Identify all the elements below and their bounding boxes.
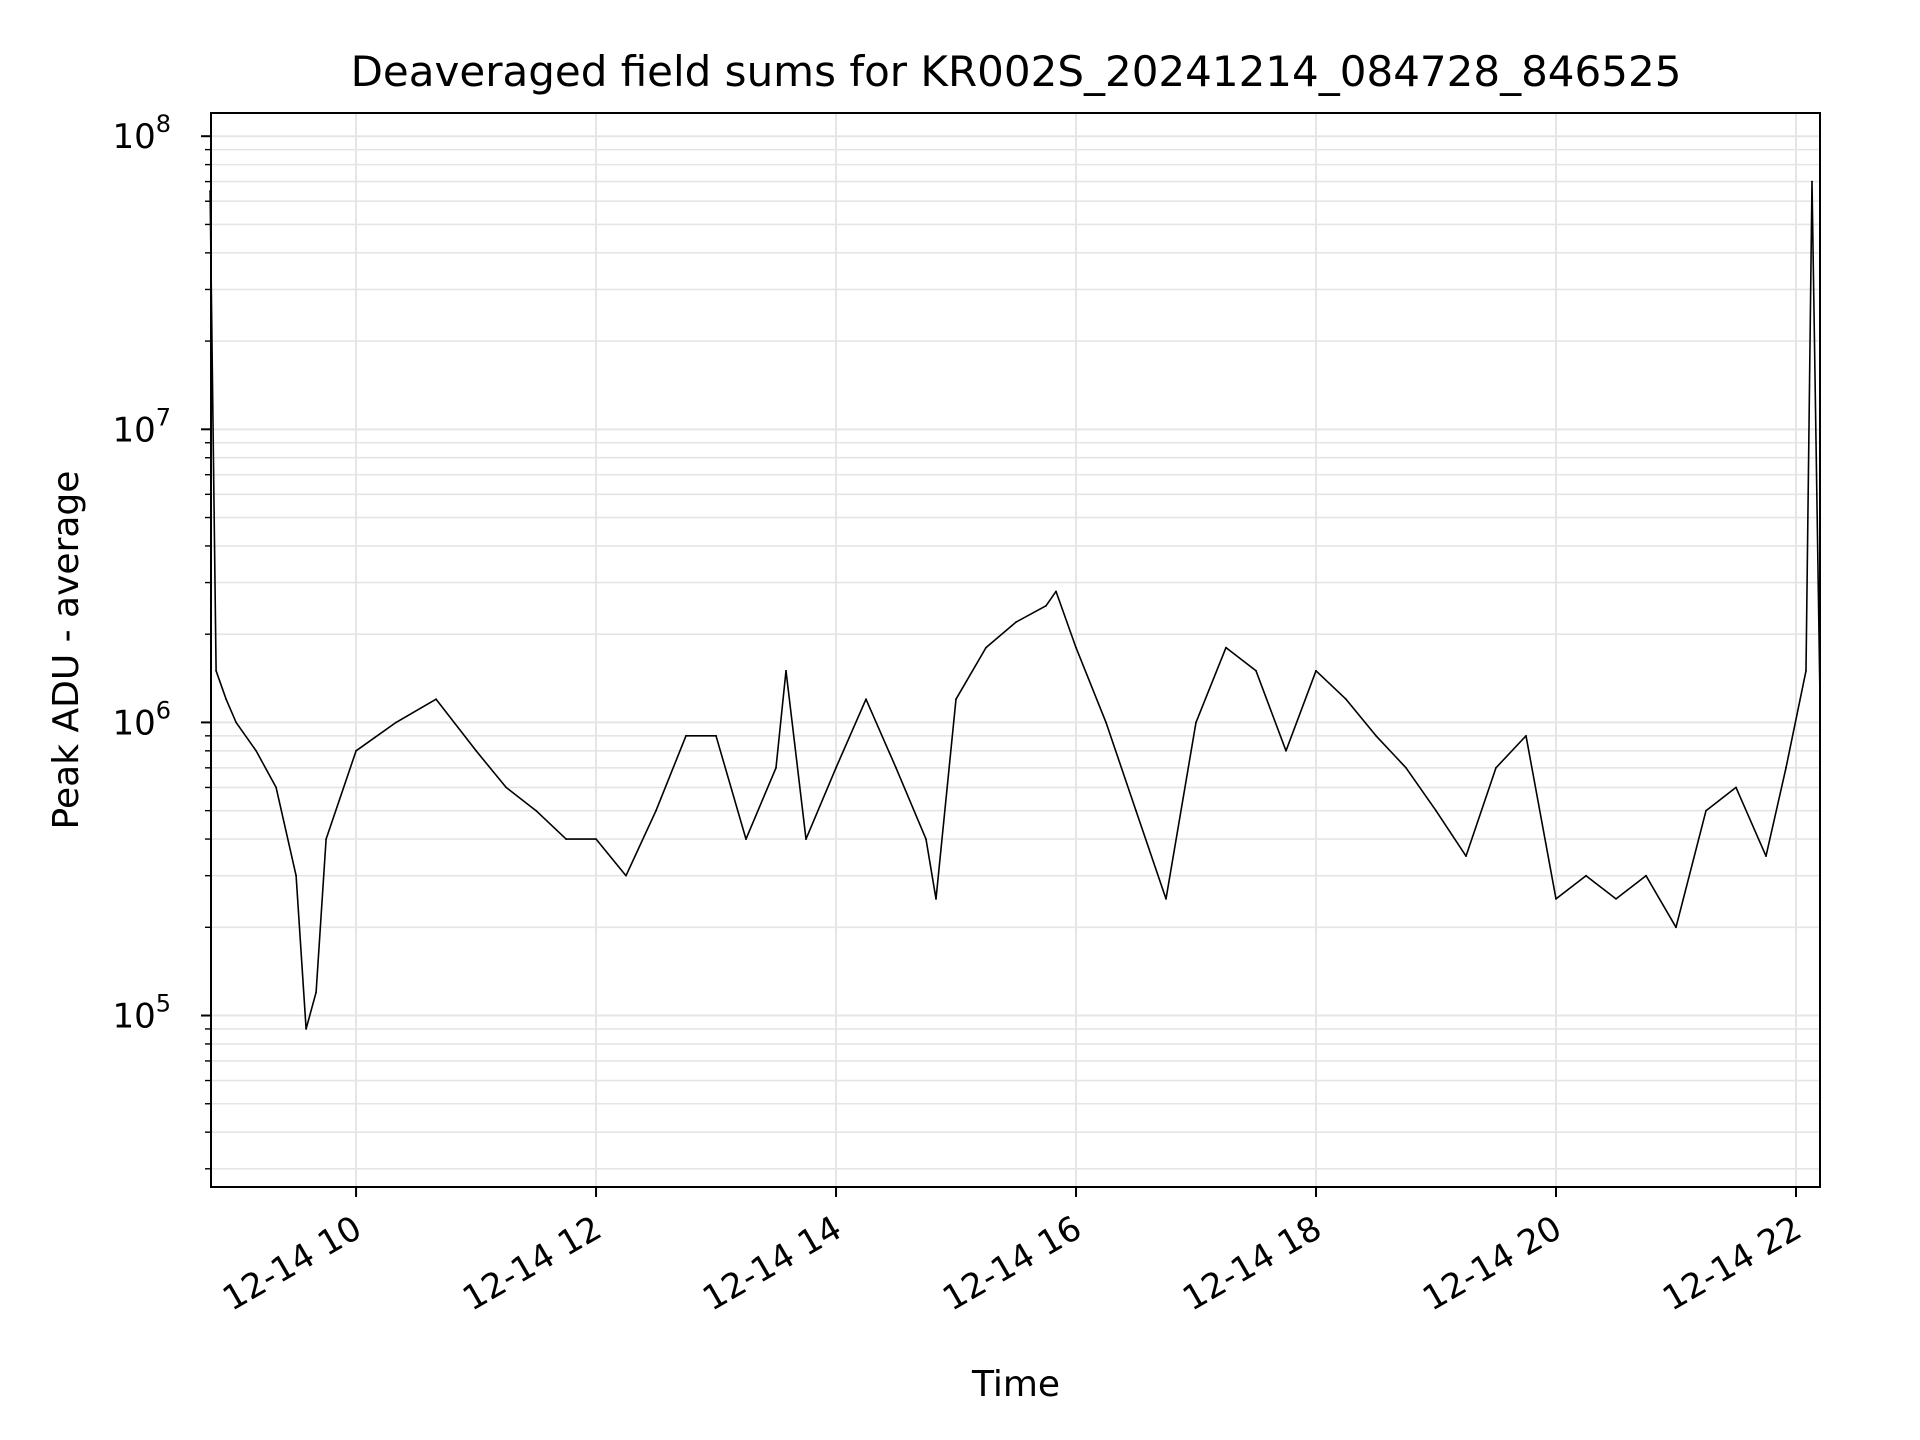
y-axis-title: Peak ADU - average [46, 471, 87, 830]
chart-title: Deaveraged field sums for KR002S_2024121… [351, 47, 1682, 96]
data-point [1345, 698, 1347, 701]
data-point [1255, 669, 1257, 672]
x-tick-label: 12-14 14 [696, 1208, 848, 1319]
x-tick-label: 12-14 22 [1656, 1208, 1808, 1319]
data-point [1105, 721, 1107, 724]
grid [211, 113, 1820, 1187]
data-point [1615, 898, 1617, 900]
x-axis: 12-14 10 12-14 12 12-14 14 12-14 16 12-14 18… [216, 1187, 1809, 1319]
data-point [1285, 749, 1287, 752]
data-point [655, 809, 657, 812]
data-point [1555, 898, 1557, 900]
data-point [1465, 855, 1467, 857]
y-tick-label: 106 [112, 696, 171, 743]
y-tick-base: 10 [112, 117, 155, 157]
data-point [1225, 646, 1227, 649]
y-tick-exponent: 5 [156, 990, 171, 1018]
y-tick-exponent: 8 [156, 110, 171, 138]
x-tick-label: 12-14 20 [1416, 1208, 1568, 1319]
x-axis-title: Time [971, 1364, 1060, 1405]
y-tick-base: 10 [112, 410, 155, 450]
data-point [535, 809, 537, 812]
data-point [1315, 669, 1317, 672]
data-point [805, 838, 807, 840]
data-point [935, 898, 937, 900]
data-point [1735, 786, 1737, 789]
series-line [209, 180, 1821, 1030]
y-tick-label: 108 [112, 110, 171, 157]
data-point [895, 766, 897, 769]
data-point [355, 749, 357, 752]
data-point [1045, 604, 1047, 607]
data-point [1645, 874, 1647, 877]
data-point [685, 734, 687, 737]
data-point [475, 749, 477, 752]
x-tick-label: 12-14 12 [456, 1208, 608, 1319]
x-tick-label: 12-14 10 [216, 1208, 368, 1319]
data-point [395, 721, 397, 724]
y-tick-base: 10 [112, 997, 155, 1037]
data-point [1375, 734, 1377, 737]
data-point [1165, 898, 1167, 900]
data-point [1675, 926, 1677, 929]
data-point [1811, 180, 1813, 183]
y-tick-base: 10 [112, 703, 155, 743]
data-point [1055, 590, 1057, 593]
data-point [1785, 766, 1787, 769]
data-point [1585, 874, 1587, 877]
plot-frame [210, 112, 1821, 1188]
data-point [1135, 809, 1137, 812]
data-point [435, 698, 437, 701]
y-tick-exponent: 7 [156, 403, 171, 431]
y-tick-exponent: 6 [156, 696, 171, 724]
data-point [835, 766, 837, 769]
data-point [745, 838, 747, 840]
data-point [925, 838, 927, 840]
data-point [1015, 621, 1017, 623]
data-point [295, 874, 297, 877]
data-point [1075, 646, 1077, 649]
series-layer [209, 180, 1821, 1030]
data-point [1435, 809, 1437, 812]
data-point [275, 786, 277, 789]
data-point [1525, 734, 1527, 737]
y-tick-label: 105 [112, 990, 171, 1037]
data-point [315, 991, 317, 994]
data-point [625, 874, 627, 877]
data-point [235, 721, 238, 724]
data-point [775, 766, 777, 769]
data-point [1805, 669, 1807, 672]
data-point [255, 749, 257, 752]
data-point [565, 838, 567, 840]
data-point [1705, 809, 1707, 812]
x-tick-label: 12-14 18 [1176, 1208, 1328, 1319]
x-tick-label: 12-14 16 [936, 1208, 1088, 1319]
data-point [955, 698, 957, 701]
data-point [715, 734, 717, 737]
data-point [1405, 766, 1407, 769]
data-point [225, 698, 228, 701]
data-point [325, 838, 327, 840]
data-point [595, 838, 597, 840]
y-tick-label: 107 [112, 403, 171, 450]
data-point [215, 669, 218, 672]
data-point [865, 698, 867, 701]
data-point [1195, 721, 1197, 724]
data-point [785, 669, 787, 672]
data-point [1765, 855, 1767, 857]
data-point [985, 646, 987, 649]
data-point [1495, 766, 1497, 769]
data-point [505, 786, 507, 789]
data-point [305, 1028, 307, 1030]
